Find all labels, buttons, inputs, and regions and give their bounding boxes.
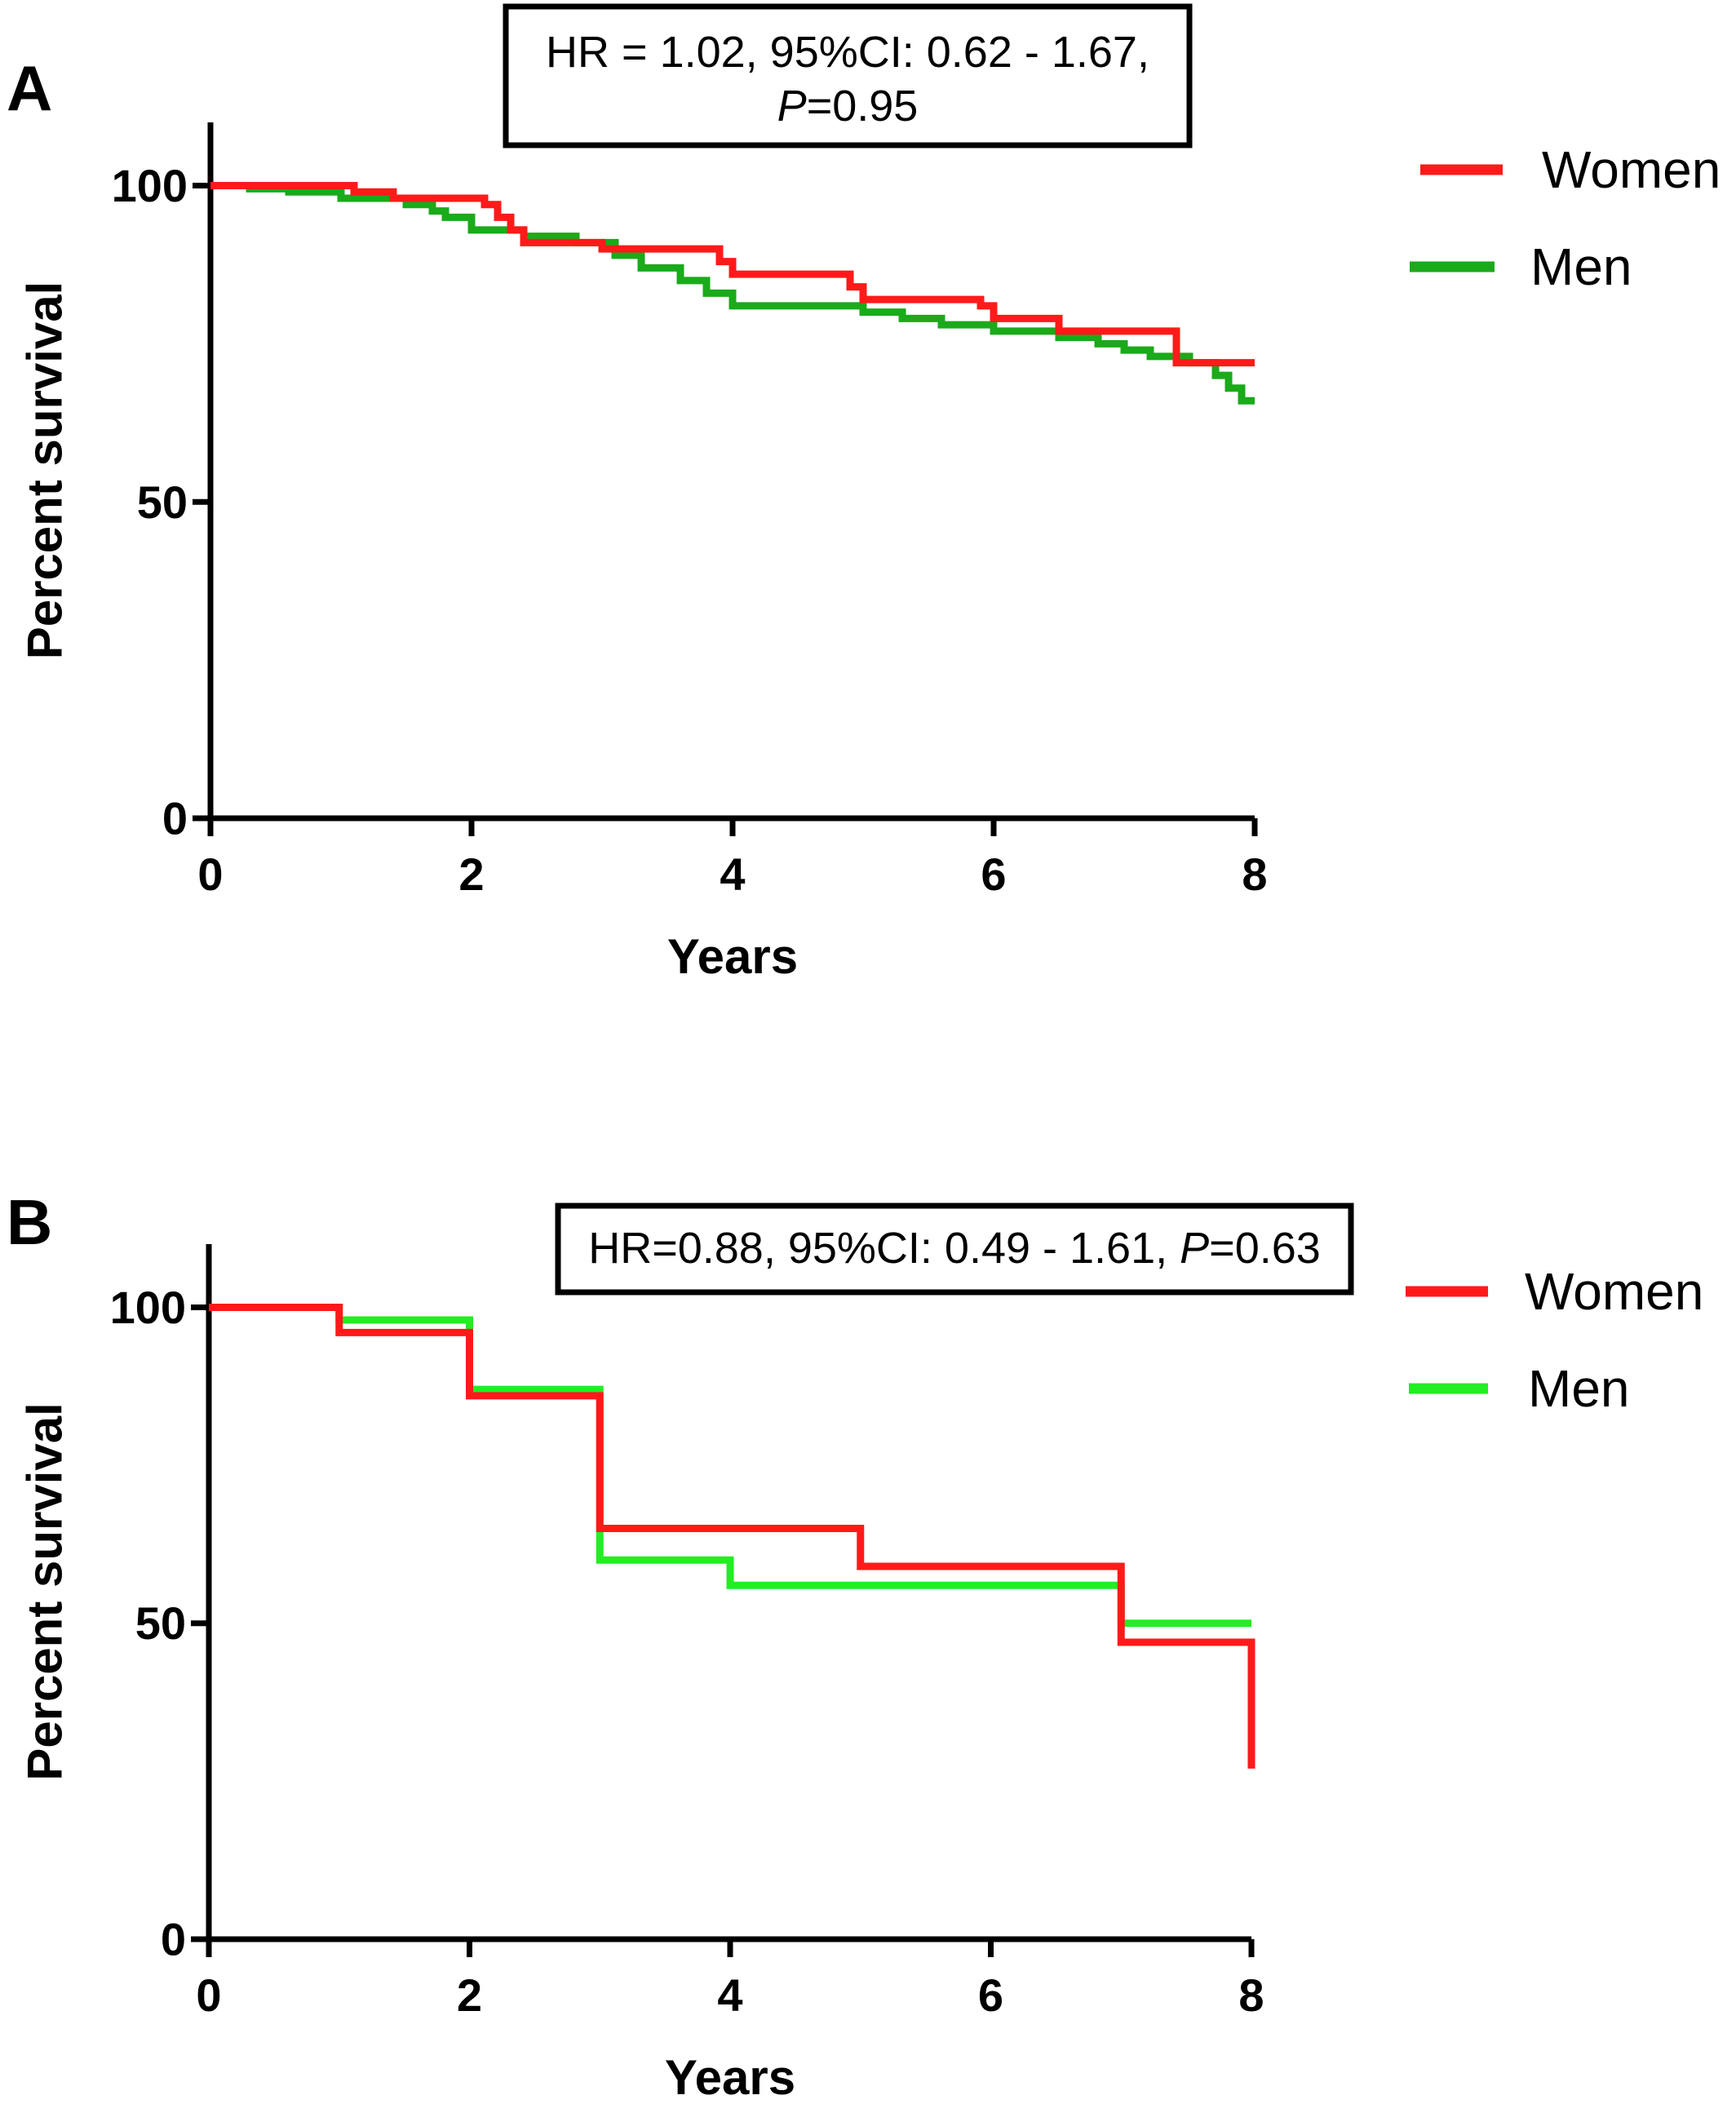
x-tick-label: 2 [457,1969,482,2021]
stats-box [555,1203,1354,1296]
y-tick-label: 50 [137,476,188,528]
legend-label-men: Men [1530,237,1632,296]
stats-line-1: HR=0.88, 95%CI: 0.49 - 1.61, P=0.63 [588,1224,1321,1273]
x-tick-label: 0 [196,1969,221,2021]
x-tick-label: 6 [978,1969,1003,2021]
x-axis-title: Years [667,929,798,984]
survival-curve-men [210,182,1255,405]
y-tick-label: 100 [110,1282,186,1333]
panel-a: A 0 50 100 0 2 4 6 8 Years Percent survival Women Me… [7,3,1720,984]
panel-letter: B [7,1186,52,1258]
panel-letter: A [7,52,52,124]
y-tick-label: 100 [112,160,188,211]
x-tick-label: 4 [717,1969,742,2021]
y-tick-label: 0 [161,1914,186,1965]
p-label: P [777,82,807,131]
x-tick-label: 4 [720,848,745,900]
legend-label-men: Men [1528,1359,1630,1418]
x-tick-label: 2 [458,848,484,900]
y-tick-label: 50 [135,1597,186,1649]
x-axis-title: Years [665,2050,795,2104]
panel-b: B 0 50 100 0 2 4 6 8 Years Percent survival Women Me… [7,1186,1703,2104]
survival-curve-women [210,182,1255,367]
p-value: =0.95 [807,82,919,131]
survival-curve-men [209,1303,1251,1628]
x-tick-label: 8 [1238,1969,1264,2021]
legend-label-women: Women [1542,140,1720,199]
y-axis-title: Percent survival [18,281,73,660]
stats-box [503,3,1193,148]
x-tick-label: 8 [1242,848,1267,900]
legend-label-women: Women [1525,1262,1703,1321]
x-tick-label: 6 [981,848,1006,900]
stats-line-2: P=0.95 [777,82,919,131]
survival-curve-women [209,1303,1256,1769]
y-tick-label: 0 [162,793,188,844]
stats-line-1: HR = 1.02, 95%CI: 0.62 - 1.67, [546,28,1149,77]
p-label: P [1180,1224,1209,1273]
hr-ci-text: HR=0.88, 95%CI: 0.49 - 1.61, [588,1224,1180,1273]
x-tick-label: 0 [197,848,223,900]
y-axis-title: Percent survival [18,1402,73,1781]
p-value: =0.63 [1209,1224,1321,1273]
